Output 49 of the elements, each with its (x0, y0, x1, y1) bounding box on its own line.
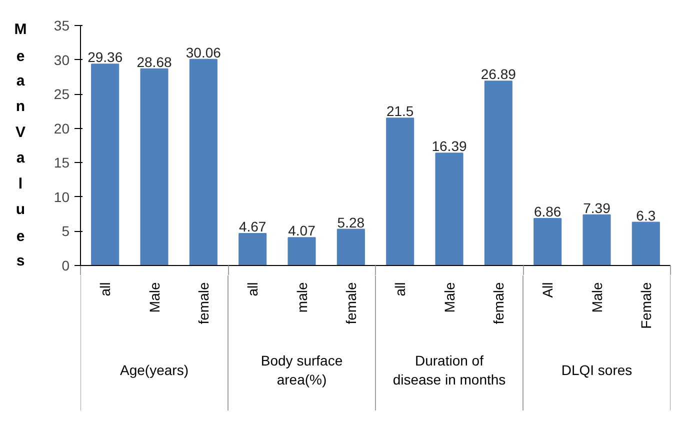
x-tick-label: female (490, 282, 506, 324)
y-tick-label: 30 (54, 52, 70, 68)
bar (484, 80, 512, 266)
data-label: 26.89 (480, 66, 516, 82)
y-tick-label: 25 (54, 86, 70, 102)
data-label: 5.28 (337, 214, 365, 230)
text: Mean Values (14, 21, 27, 270)
x-tick-label: Male (588, 282, 605, 313)
bar (288, 237, 316, 266)
x-tick-label: female (342, 282, 359, 324)
y-tick-label: 5 (62, 223, 70, 240)
text: DLQI sores (561, 362, 632, 378)
x-tick-label: All (540, 282, 556, 298)
data-label: 7.39 (583, 200, 611, 216)
bar (189, 58, 218, 266)
x-tick-label: all (97, 282, 114, 296)
bar (336, 228, 365, 266)
text: Duration of disease in months (392, 352, 506, 388)
x-tick-label: female (195, 282, 212, 324)
x-tick-label: Male (441, 282, 458, 313)
data-label: 21.5 (386, 103, 414, 120)
data-label: 6.86 (534, 203, 562, 220)
y-tick-label: 35 (54, 18, 70, 34)
x-tick-label: all (392, 282, 408, 296)
y-tick-label: 10 (54, 188, 70, 205)
x-tick-label: Male (146, 282, 162, 313)
text: Age(years) (120, 362, 188, 378)
y-tick-label: 0 (62, 258, 70, 274)
data-label: 4.67 (238, 218, 266, 234)
bar (534, 218, 562, 266)
data-label: 30.06 (186, 44, 222, 60)
y-tick-label: 20 (54, 120, 70, 136)
bar (91, 64, 120, 266)
data-label: 28.68 (136, 54, 172, 70)
bar (386, 118, 414, 266)
y-tick-label: 15 (54, 154, 70, 171)
text: Body surface area(%) (260, 352, 343, 388)
bar (140, 68, 168, 266)
data-label: 29.36 (88, 49, 123, 66)
bar (238, 232, 267, 266)
x-tick-label: male (294, 282, 310, 313)
data-label: 6.3 (636, 207, 656, 224)
x-tick-label: Female (638, 282, 654, 329)
x-tick-label: all (244, 282, 261, 296)
bar (435, 152, 464, 266)
bar (582, 214, 611, 266)
data-label: 16.39 (432, 138, 467, 154)
data-label: 4.07 (288, 222, 316, 239)
bar (632, 222, 660, 266)
